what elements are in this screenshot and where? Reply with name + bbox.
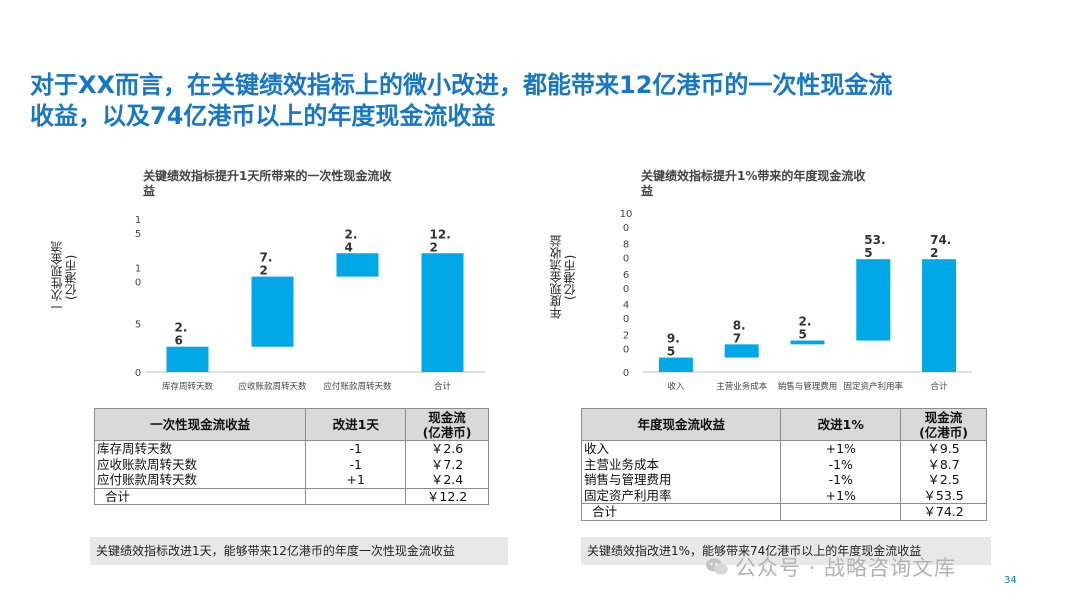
data-label: 2. 6 xyxy=(175,321,188,348)
data-label: 74. 2 xyxy=(930,233,951,260)
data-label: 2. 4 xyxy=(345,227,358,254)
table-header: 改进1% xyxy=(780,408,902,441)
right-cashflow-table: 年度现金流收益 改进1% 现金流 (亿港币) 收入 +1% ￥9.5 主营业务成… xyxy=(580,408,987,521)
table-row: 销售与管理费用 -1% ￥2.5 xyxy=(580,472,987,488)
page-number: 34 xyxy=(1004,575,1017,586)
y-tick-label: 5 xyxy=(135,319,141,330)
table-header: 年度现金流收益 xyxy=(580,408,782,441)
left-cashflow-table: 一次性现金流收益 改进1天 现金流 (亿港币) 库存周转天数 -1 ￥2.6 应… xyxy=(93,408,489,505)
table-total-row: 合计 ￥74.2 xyxy=(580,503,987,521)
table-row: 应付账款周转天数 +1 ￥2.4 xyxy=(93,472,489,488)
x-category-label: 销售与管理费用 xyxy=(778,381,838,392)
table-header: 现金流 (亿港币) xyxy=(900,408,987,441)
table-header: 改进1天 xyxy=(305,408,407,441)
wechat-icon xyxy=(705,557,729,582)
page-title: 对于XX而言，在关键绩效指标上的微小改进，都能带来12亿港币的一次性现金流 收益… xyxy=(30,70,1030,132)
right-chart-title: 关键绩效指标提升1%带来的年度现金流收 益 xyxy=(641,169,866,198)
left-waterfall-chart: 0 5 1 0 1 5 2. 6 库存周转天数 7. 2 应收账款周转天数 2. 4 应付账款周转天数 12.… xyxy=(135,215,485,392)
table-header: 一次性现金流收益 xyxy=(93,408,307,441)
y-tick-label: 0 xyxy=(135,368,141,379)
watermark: 公众号 · 战略咨询文库 xyxy=(705,552,956,582)
x-category-label: 应付账款周转天数 xyxy=(323,381,392,392)
table-total-row: 合计 ￥12.2 xyxy=(93,487,489,505)
x-category-label: 合计 xyxy=(931,381,949,392)
bar xyxy=(251,276,294,347)
x-category-label: 固定资产利用率 xyxy=(844,381,904,392)
data-label: 7. 2 xyxy=(260,251,273,278)
x-category-label: 主营业务成本 xyxy=(716,381,768,392)
y-tick-label: 0 xyxy=(623,368,629,379)
watermark-text: 公众号 · 战略咨询文库 xyxy=(735,556,957,580)
right-summary-note: 关键绩效指改进1%，能够带来74亿港币以上的年度现金流收益 xyxy=(581,537,991,565)
bar xyxy=(724,344,759,358)
x-category-label: 应收账款周转天数 xyxy=(238,381,307,392)
title-line-2: 收益，以及74亿港币以上的年度现金流收益 xyxy=(30,102,496,130)
right-chart-y-axis-label: 年度现金流收益 (亿港币) xyxy=(549,235,577,319)
table-row: 库存周转天数 -1 ￥2.6 xyxy=(93,440,489,457)
left-chart-y-axis-label: 一次性现金流 (亿港币) xyxy=(50,241,78,313)
table-row: 收入 +1% ￥9.5 xyxy=(580,440,987,457)
bar xyxy=(856,259,891,341)
bar xyxy=(166,346,209,372)
x-category-label: 库存周转天数 xyxy=(162,381,214,392)
data-label: 2. 5 xyxy=(799,315,812,342)
left-chart-title: 关键绩效指标提升1天所带来的一次性现金流收 益 xyxy=(143,169,392,198)
data-label: 8. 7 xyxy=(733,318,746,345)
bar xyxy=(922,259,957,372)
title-line-1: 对于XX而言，在关键绩效指标上的微小改进，都能带来12亿港币的一次性现金流 xyxy=(30,71,893,99)
x-category-label: 收入 xyxy=(667,381,685,392)
table-header: 现金流 (亿港币) xyxy=(405,408,489,441)
right-waterfall-chart: 0 2 0 4 0 6 0 8 0 10 0 9. 5 收入 8. 7 主营业务成本 2. 5 销售与管理费用 53. 5… xyxy=(620,209,972,392)
left-summary-note: 关键绩效指标改进1天，能够带来12亿港币的年度一次性现金流收益 xyxy=(90,537,508,565)
table-row: 主营业务成本 -1% ￥8.7 xyxy=(580,456,987,472)
y-tick-label: 10 0 xyxy=(620,209,633,234)
bar xyxy=(790,340,825,345)
table-row: 固定资产利用率 +1% ￥53.5 xyxy=(580,487,987,504)
data-label: 9. 5 xyxy=(667,332,680,359)
data-label: 53. 5 xyxy=(864,233,885,260)
bar xyxy=(421,253,464,372)
bar xyxy=(658,357,693,372)
table-row: 应收账款周转天数 -1 ￥7.2 xyxy=(93,456,489,472)
bar xyxy=(336,253,379,277)
x-category-label: 合计 xyxy=(434,381,452,392)
data-label: 12. 2 xyxy=(430,227,451,254)
